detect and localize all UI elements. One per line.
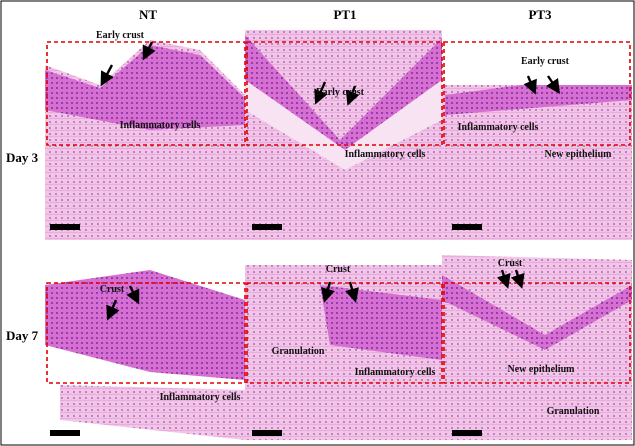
- row-label: Day 7: [6, 328, 39, 343]
- annotation: Inflammatory cells: [355, 367, 436, 378]
- annotation: Inflammatory cells: [345, 149, 426, 160]
- annotation: Inflammatory cells: [160, 392, 241, 403]
- column-header: PT1: [333, 7, 356, 22]
- column-header: PT3: [528, 7, 552, 22]
- annotation: Crust: [498, 258, 523, 269]
- annotation: New epithelium: [545, 149, 613, 160]
- figure: NT PT1 PT3 Day 3 Day 7 Early crust Inflammator…: [0, 0, 635, 446]
- annotation: Crust: [100, 284, 125, 295]
- row-label: Day 3: [6, 150, 39, 165]
- annotation: Granulation: [547, 406, 600, 417]
- annotation: Early crust: [96, 30, 145, 41]
- annotation: Inflammatory cells: [458, 122, 539, 133]
- annotation: Crust: [326, 264, 351, 275]
- annotation: New epithelium: [508, 364, 576, 375]
- annotation: Inflammatory cells: [120, 120, 201, 131]
- column-header: NT: [139, 7, 157, 22]
- annotation: Granulation: [272, 346, 325, 357]
- annotation: Early crust: [521, 56, 570, 67]
- annotation: Early crust: [316, 87, 365, 98]
